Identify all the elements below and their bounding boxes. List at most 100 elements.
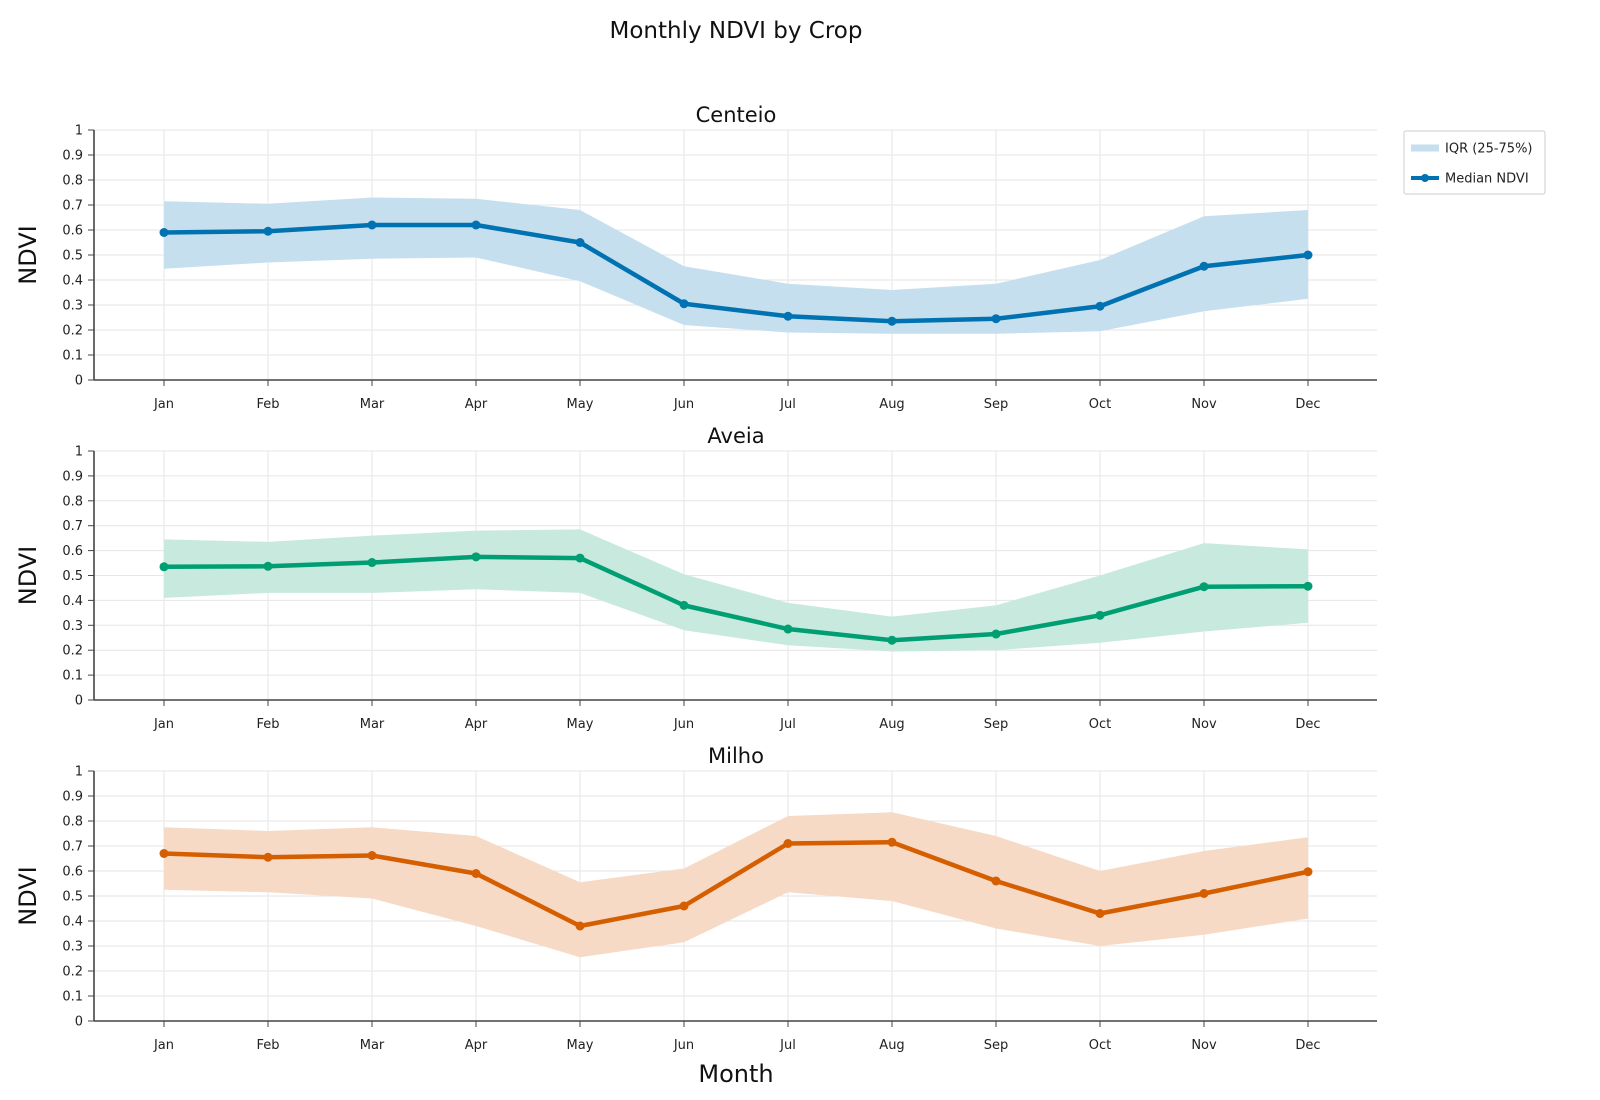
legend-box [1403, 130, 1546, 195]
y-tick-label: 0.7 [62, 199, 83, 214]
x-tick-label: Jun [673, 717, 694, 732]
y-tick-label: 0.3 [62, 940, 83, 955]
x-tick-label: Nov [1191, 397, 1217, 412]
x-tick-label: Dec [1295, 397, 1320, 412]
median-point [263, 852, 273, 862]
median-point [367, 851, 377, 860]
iqr-band [164, 197, 1308, 334]
x-tick-label: Dec [1295, 717, 1320, 732]
median-point [471, 552, 481, 562]
x-tick-label: Aug [879, 397, 904, 412]
median-point [159, 849, 169, 858]
panel-title: Milho [708, 744, 764, 768]
y-tick-label: 0.9 [62, 149, 83, 164]
panel-milho: 0 0.1 0.2 0.3 0.4 0.5 0.6 0.7 0.8 0.9 1 Jan Feb Mar Ap… [14, 744, 1377, 1088]
y-tick-label: 0 [75, 1015, 83, 1030]
y-tick-label: 0.5 [62, 249, 83, 264]
median-line [161, 222, 1311, 324]
y-tick-label: 1 [75, 765, 83, 780]
chart-panels: 0 0.1 0.2 0.3 0.4 0.5 0.6 0.7 0.8 0.9 1 Jan Feb Mar Ap… [14, 103, 1377, 1088]
median-point [1303, 867, 1313, 877]
x-tick-label: Oct [1089, 717, 1111, 732]
median-point [575, 921, 585, 931]
chart-title: Monthly NDVI by Crop [610, 18, 863, 44]
y-tick-label: 0.6 [62, 544, 83, 559]
median-point [991, 314, 1001, 324]
iqr-band [164, 529, 1308, 652]
x-tick-label: Dec [1295, 1038, 1320, 1053]
y-tick-label: 0.2 [62, 324, 83, 339]
x-tick-label: Mar [360, 717, 385, 732]
median-point [575, 553, 585, 563]
median-point [991, 876, 1001, 886]
legend-item-median: Median NDVI [1445, 172, 1529, 187]
median-line [161, 554, 1311, 643]
x-tick-label: Jan [153, 1038, 174, 1053]
x-tick-label: Nov [1191, 717, 1217, 732]
median-point [783, 311, 793, 321]
median-point [1095, 610, 1105, 620]
median-point [159, 562, 169, 572]
x-tick-label: Jan [153, 717, 174, 732]
x-tick-label: Aug [879, 717, 904, 732]
x-tick-label: Jul [779, 1038, 796, 1053]
y-tick-label: 1 [75, 124, 83, 139]
y-tick-label: 0.8 [62, 174, 83, 189]
median-point [263, 226, 273, 236]
x-tick-label: Mar [360, 1038, 385, 1053]
y-tick-label: 0.6 [62, 224, 83, 239]
median-point [471, 869, 481, 878]
y-tick-label: 0.9 [62, 469, 83, 484]
y-axis-label: NDVI [14, 225, 42, 285]
y-axis-label: NDVI [14, 546, 42, 606]
x-tick-label: Jul [779, 717, 796, 732]
y-tick-label: 0.1 [62, 349, 83, 364]
y-tick-label: 0.2 [62, 644, 83, 659]
y-axis-label: NDVI [14, 866, 42, 926]
median-point [1095, 301, 1105, 311]
x-tick-label: Jul [779, 397, 796, 412]
median-point [783, 839, 793, 848]
median-point [1199, 261, 1209, 271]
x-axis-label: Month [698, 1060, 773, 1088]
median-point [263, 561, 273, 571]
median-point [1303, 250, 1313, 260]
median-point [367, 558, 377, 568]
y-tick-label: 0.2 [62, 965, 83, 980]
y-tick-label: 0.8 [62, 494, 83, 509]
x-tick-label: Nov [1191, 1038, 1217, 1053]
iqr-band [164, 812, 1308, 958]
median-point [783, 624, 793, 634]
median-point [991, 629, 1001, 639]
panel-centeio: 0 0.1 0.2 0.3 0.4 0.5 0.6 0.7 0.8 0.9 1 Jan Feb Mar Ap… [14, 103, 1377, 412]
y-tick-label: 0.7 [62, 840, 83, 855]
x-tick-label: Jan [153, 397, 174, 412]
panel-aveia: 0 0.1 0.2 0.3 0.4 0.5 0.6 0.7 0.8 0.9 1 Jan Feb Mar Ap… [14, 424, 1377, 732]
x-tick-label: Feb [256, 1038, 279, 1053]
y-tick-label: 0 [75, 694, 83, 709]
x-tick-label: Jun [673, 1038, 694, 1053]
legend-line-marker [1421, 174, 1429, 182]
median-line [161, 840, 1311, 929]
median-point [159, 228, 169, 237]
median-point [679, 299, 689, 309]
median-point [471, 220, 481, 230]
median-point [887, 837, 897, 847]
x-tick-label: Mar [360, 397, 385, 412]
legend: IQR (25-75%) Median NDVI [1403, 130, 1546, 195]
x-tick-label: Jun [673, 397, 694, 412]
x-tick-label: Sep [984, 397, 1009, 412]
y-tick-label: 0.4 [62, 915, 83, 930]
median-point [679, 901, 689, 911]
y-tick-label: 0.9 [62, 790, 83, 805]
x-tick-label: Sep [984, 717, 1009, 732]
median-point [1303, 581, 1313, 591]
y-tick-label: 1 [75, 445, 83, 460]
x-tick-label: Feb [256, 717, 279, 732]
y-tick-label: 0.4 [62, 594, 83, 609]
y-tick-label: 0.8 [62, 815, 83, 830]
y-tick-label: 0.7 [62, 519, 83, 534]
x-tick-label: Oct [1089, 1038, 1111, 1053]
median-point [575, 238, 585, 247]
